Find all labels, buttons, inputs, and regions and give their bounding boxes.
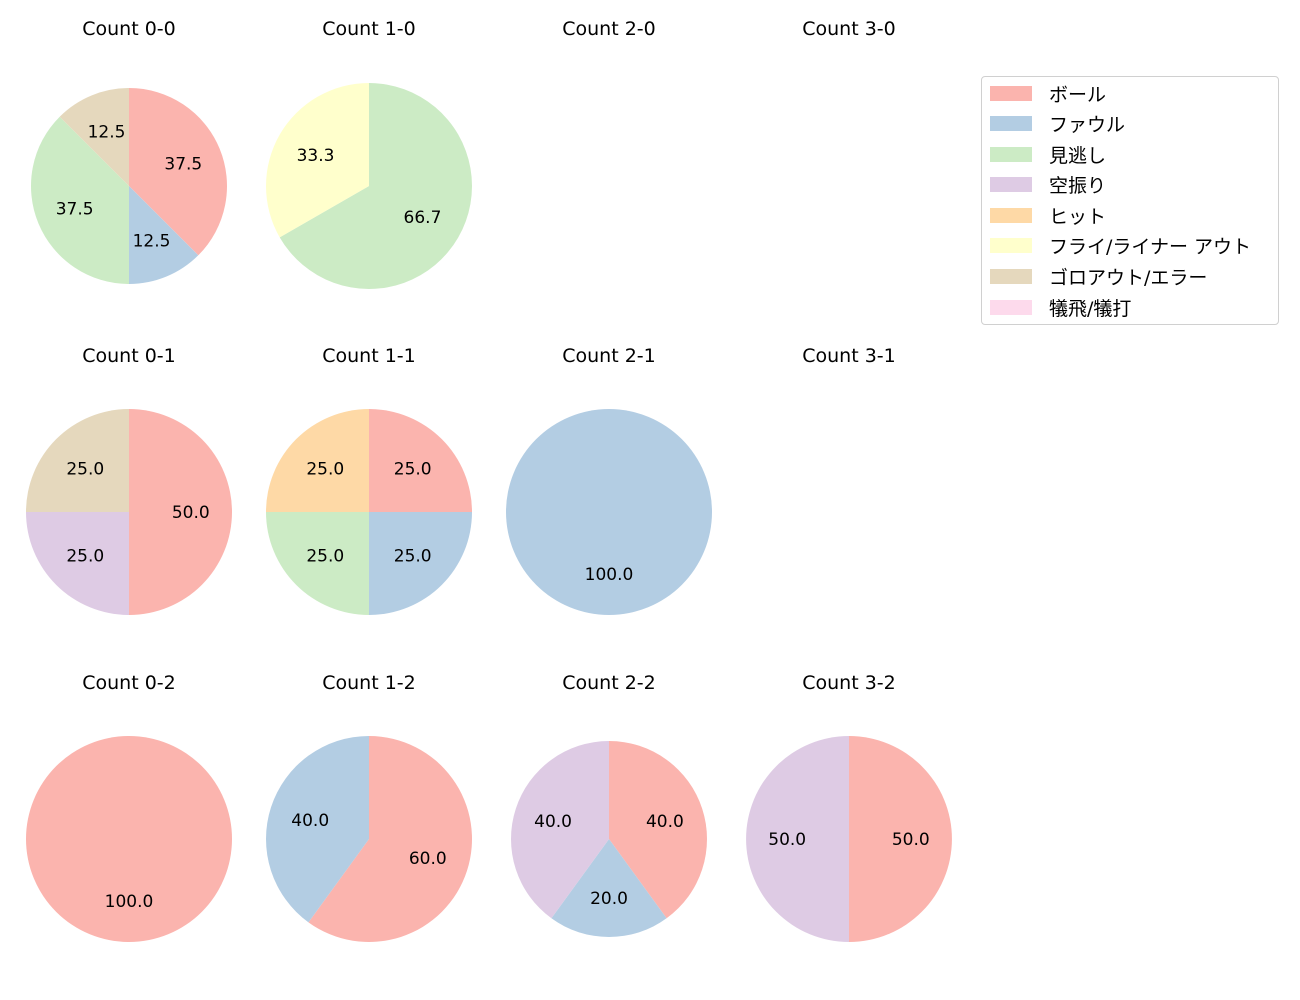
pie-wedge (26, 512, 129, 615)
pie-wedge (369, 409, 472, 512)
legend-label: ファウル (1049, 113, 1126, 136)
wedge-label: 100.0 (105, 892, 154, 912)
pie-wedge (266, 409, 369, 512)
pie-wedge (551, 839, 667, 937)
pie-title: Count 0-0 (82, 18, 176, 40)
pie-count-1-0: Count 1-0 66.7 33.3 (266, 18, 472, 289)
legend-swatch (990, 146, 1032, 162)
wedge-label: 50.0 (768, 830, 806, 850)
legend-label: ヒット (1049, 205, 1107, 228)
pie-count-3-2: Count 3-2 50.0 50.0 (746, 672, 952, 942)
wedge-label: 40.0 (646, 812, 684, 832)
wedge-label: 40.0 (291, 811, 329, 831)
legend-label: ボール (1049, 83, 1107, 106)
wedge-label: 25.0 (66, 547, 104, 567)
legend-label: フライ/ライナー アウト (1049, 235, 1252, 258)
pie-wedge (266, 736, 369, 923)
wedge-label: 66.7 (404, 208, 442, 228)
legend-item-sacrifice: 犠飛/犠打 (990, 297, 1131, 320)
wedge-label: 50.0 (892, 830, 930, 850)
pie-wedge (59, 88, 129, 186)
pie-wedge (279, 83, 472, 289)
pie-wedge (308, 736, 473, 942)
pie-wedge (511, 741, 609, 919)
wedge-label: 50.0 (172, 503, 210, 523)
pie-title: Count 2-2 (562, 672, 656, 694)
pie-count-3-0: Count 3-0 (802, 18, 896, 40)
legend-swatch (990, 207, 1032, 223)
pie-wedge (30, 116, 129, 284)
pie-title: Count 1-1 (322, 345, 416, 367)
pie-wedge (129, 88, 227, 256)
wedge-label: 25.0 (394, 459, 432, 479)
pie-count-1-1: Count 1-1 25.0 25.0 25.0 25.0 (266, 345, 472, 615)
pie-wedge (369, 512, 472, 615)
legend-label: 見逃し (1049, 144, 1107, 167)
pie-title: Count 0-2 (82, 672, 176, 694)
pie-count-0-2: Count 0-2 100.0 (26, 672, 232, 942)
wedge-label: 37.5 (56, 200, 94, 220)
wedge-label: 25.0 (306, 547, 344, 567)
wedge-label: 25.0 (66, 459, 104, 479)
pie-count-1-2: Count 1-2 60.0 40.0 (266, 672, 473, 942)
pie-wedge (26, 736, 232, 942)
pie-wedge (129, 409, 232, 615)
pie-wedge (266, 512, 369, 615)
pie-title: Count 0-1 (82, 345, 176, 367)
legend-swatch (990, 115, 1032, 131)
pie-title: Count 3-1 (802, 345, 896, 367)
pie-title: Count 2-1 (562, 345, 656, 367)
legend-swatch (990, 85, 1032, 101)
legend-label: 犠飛/犠打 (1049, 297, 1132, 320)
pie-title: Count 1-2 (322, 672, 416, 694)
pie-wedge (849, 736, 952, 942)
wedge-label: 12.5 (88, 123, 126, 143)
legend-label: ゴロアウト/エラー (1049, 266, 1208, 289)
pie-title: Count 1-0 (322, 18, 416, 40)
wedge-label: 60.0 (409, 849, 447, 869)
wedge-label: 20.0 (590, 889, 628, 909)
legend: ボール ファウル 見逃し 空振り ヒット フライ/ライナー アウト ゴロアウト/… (981, 76, 1279, 325)
pie-count-3-1: Count 3-1 (802, 345, 896, 367)
pie-count-2-1: Count 2-1 100.0 (506, 345, 712, 615)
wedge-label: 12.5 (133, 231, 171, 251)
pie-count-2-0: Count 2-0 (562, 18, 656, 40)
wedge-label: 25.0 (394, 547, 432, 567)
pie-wedge (506, 409, 712, 615)
legend-swatch (990, 268, 1032, 284)
legend-item-fly-liner-out: フライ/ライナー アウト (990, 235, 1251, 258)
wedge-label: 40.0 (534, 812, 572, 832)
wedge-label: 25.0 (306, 459, 344, 479)
wedge-label: 37.5 (164, 154, 202, 174)
legend-item-swinging-strike: 空振り (990, 174, 1106, 197)
legend-swatch (990, 299, 1032, 315)
legend-swatch (990, 176, 1032, 192)
legend-item-hit: ヒット (990, 205, 1106, 228)
pie-title: Count 2-0 (562, 18, 656, 40)
pie-title: Count 3-0 (802, 18, 896, 40)
wedge-label: 33.3 (297, 146, 335, 166)
legend-item-called-strike: 見逃し (990, 144, 1106, 167)
pie-title: Count 3-2 (802, 672, 896, 694)
pie-wedge (746, 736, 849, 942)
legend-swatch (990, 237, 1032, 253)
pie-wedge (609, 741, 707, 919)
legend-label: 空振り (1049, 174, 1107, 197)
legend-item-ball: ボール (990, 83, 1106, 106)
pie-count-0-0: Count 0-0 37.5 12.5 37.5 12.5 (30, 18, 227, 284)
pie-count-2-2: Count 2-2 40.0 20.0 40.0 (511, 672, 707, 937)
wedge-label: 100.0 (585, 565, 634, 585)
pie-count-0-1: Count 0-1 50.0 25.0 25.0 (26, 345, 232, 615)
pie-wedge (266, 83, 369, 238)
pie-wedge (26, 409, 129, 512)
pie-wedge (129, 186, 199, 284)
legend-item-ground-out-error: ゴロアウト/エラー (990, 266, 1207, 289)
legend-item-foul: ファウル (990, 113, 1125, 136)
